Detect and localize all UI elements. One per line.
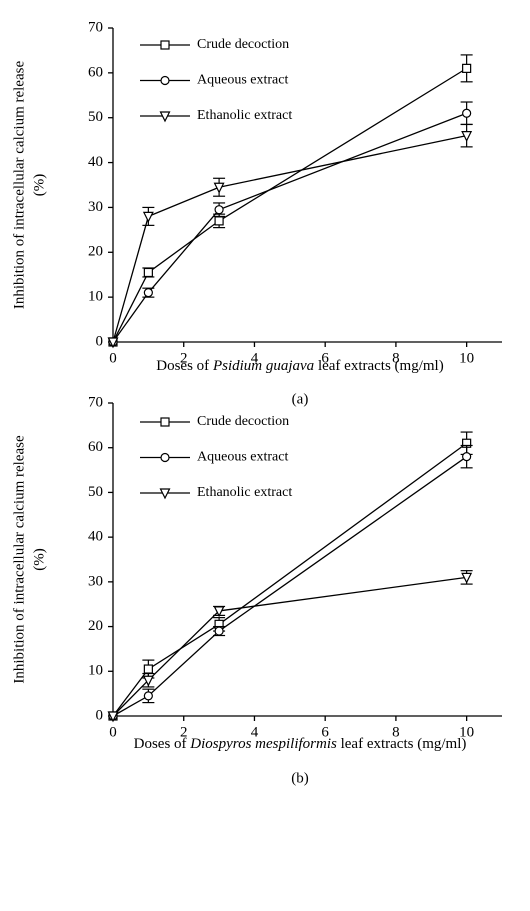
marker [462, 108, 472, 118]
x-tick-label: 0 [109, 724, 117, 740]
legend-marker [160, 417, 170, 427]
marker [214, 626, 224, 636]
legend-label: Crude decoction [197, 37, 289, 52]
y-tick-label: 70 [88, 394, 103, 410]
y-tick-label: 40 [88, 529, 103, 545]
marker [142, 211, 154, 223]
x-tick-label: 0 [109, 350, 117, 366]
caption: (a) [292, 391, 309, 407]
series-line [112, 456, 468, 717]
marker [143, 664, 153, 674]
y-axis-label: (%) [31, 174, 47, 197]
legend-label: Ethanolic extract [197, 485, 292, 500]
series-line [112, 576, 467, 717]
y-tick-label: 0 [96, 333, 104, 349]
y-axis-label: Inhibition of intracellular calcium rele… [11, 435, 27, 684]
x-tick-label: 4 [251, 724, 259, 740]
marker [213, 606, 225, 618]
y-tick-label: 60 [88, 64, 103, 80]
y-tick-label: 70 [88, 19, 103, 35]
y-axis-label: Inhibition of intracellular calcium rele… [11, 61, 27, 310]
y-tick-label: 20 [88, 618, 103, 634]
legend-marker [160, 452, 170, 463]
x-tick-label: 10 [459, 724, 474, 740]
marker [213, 182, 225, 194]
marker [143, 288, 153, 298]
series-line [112, 67, 467, 343]
x-tick-label: 10 [459, 350, 474, 366]
marker [461, 572, 473, 584]
y-tick-label: 30 [88, 573, 103, 589]
y-tick-label: 10 [88, 289, 103, 305]
x-tick-label: 2 [180, 724, 188, 740]
y-tick-label: 20 [88, 244, 103, 260]
marker [107, 337, 119, 349]
legend-label: Aqueous extract [197, 73, 288, 88]
y-tick-label: 40 [88, 154, 103, 170]
legend-marker [160, 40, 170, 50]
marker [461, 131, 473, 142]
legend-marker [159, 488, 171, 500]
marker [143, 691, 153, 701]
x-axis-label-part: leaf extracts (mg/ml) [314, 358, 444, 374]
marker [143, 267, 153, 278]
x-tick-label: 4 [251, 350, 259, 366]
legend-label: Aqueous extract [197, 450, 288, 465]
x-axis-label-part: Psidium guajava [212, 358, 314, 374]
series-line [112, 135, 467, 343]
x-axis-label: Doses of Psidium guajava leaf extracts (… [156, 358, 443, 374]
y-tick-label: 10 [88, 663, 103, 679]
marker [462, 63, 472, 73]
x-axis-label-part: Diospyros mespiliformis [189, 736, 337, 752]
caption: (b) [291, 770, 309, 786]
legend-marker [159, 111, 171, 123]
x-tick-label: 8 [392, 350, 400, 366]
legend-marker [160, 75, 170, 86]
y-tick-label: 60 [88, 439, 103, 455]
x-axis-label-part: Doses of [156, 358, 213, 374]
y-tick-label: 30 [88, 199, 103, 215]
x-axis-label-part: leaf extracts (mg/ml) [337, 736, 467, 752]
x-tick-label: 2 [180, 350, 188, 366]
series-line [112, 442, 468, 717]
y-axis-label: (%) [31, 548, 47, 571]
x-tick-label: 6 [321, 724, 329, 740]
marker [142, 675, 154, 687]
y-tick-label: 50 [88, 484, 103, 500]
legend-label: Crude decoction [197, 414, 289, 429]
marker [107, 711, 119, 723]
marker [214, 205, 224, 215]
marker [214, 216, 224, 226]
x-axis-label: Doses of Diospyros mespiliformis leaf ex… [134, 736, 467, 752]
marker [462, 452, 472, 462]
x-tick-label: 8 [392, 724, 400, 740]
x-tick-label: 6 [321, 350, 329, 366]
y-tick-label: 0 [96, 707, 104, 723]
y-tick-label: 50 [88, 109, 103, 125]
series-line [112, 112, 467, 343]
x-axis-label-part: Doses of [134, 736, 191, 752]
legend-label: Ethanolic extract [197, 108, 292, 123]
